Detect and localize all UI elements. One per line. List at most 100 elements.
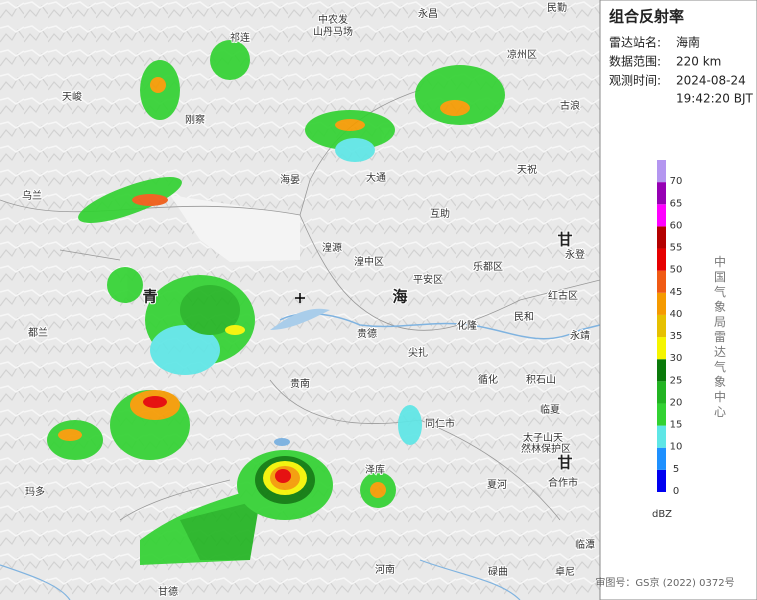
- row-value: 海南: [676, 35, 700, 50]
- color-segment: [657, 248, 666, 271]
- color-segment: [657, 182, 666, 205]
- place-label: 海晏: [280, 173, 300, 186]
- province-label: 海: [392, 288, 407, 306]
- tick-label: 5: [673, 464, 679, 475]
- place-label: 化隆: [457, 319, 477, 332]
- tick-label: 15: [670, 420, 683, 431]
- river: [0, 559, 521, 600]
- color-segment: [657, 204, 666, 227]
- reservoir: [270, 308, 330, 330]
- color-segment: [657, 359, 666, 382]
- place-label: 乐都区: [473, 261, 503, 273]
- place-label: 永登: [565, 248, 585, 261]
- lake-area: [170, 195, 300, 262]
- place-label: 民勤: [547, 1, 567, 14]
- panel-bg: [599, 0, 757, 600]
- lake: [274, 438, 290, 446]
- radar-echo: [47, 40, 505, 565]
- unit: dBZ: [652, 509, 672, 520]
- color-segment: [657, 447, 666, 470]
- tick-label: 0: [673, 486, 679, 497]
- panel-title: 组合反射率: [609, 8, 684, 26]
- tick-label: 35: [670, 331, 683, 342]
- place-label: 同仁市: [425, 417, 455, 430]
- place-label: 尖扎: [408, 346, 428, 359]
- tick-label: 30: [670, 353, 683, 364]
- place-label: 夏河: [487, 479, 507, 491]
- footer: 审图号：GS京 (2022) 0372号: [595, 576, 734, 589]
- place-label: 临夏: [540, 403, 560, 416]
- place-label: 大通: [366, 171, 386, 184]
- place-label: 刚察: [185, 113, 205, 126]
- place-label: 凉州区: [507, 48, 537, 61]
- colorbar: 0 5 10 15 20 25 30 35 40 45 50 55 60 65 70: [657, 160, 682, 497]
- tick-label: 40: [670, 309, 683, 320]
- tick-label: 60: [670, 220, 683, 231]
- place-label: 河南: [375, 563, 395, 576]
- color-segment: [657, 337, 666, 360]
- place-label: 湟源: [322, 241, 342, 254]
- place-label: 红古区: [548, 289, 578, 302]
- place-label: 太子山天: [523, 431, 563, 444]
- place-label: 都兰: [28, 326, 48, 339]
- place-label: 祁连: [230, 31, 250, 44]
- org-label: 中国气象局雷达气象中心: [714, 254, 726, 419]
- color-segment: [657, 314, 666, 338]
- tick-label: 20: [670, 397, 683, 408]
- place-label: 中农发: [318, 13, 348, 26]
- color-segment: [657, 381, 666, 404]
- place-label: 玛多: [25, 485, 45, 498]
- place-label: 积石山: [526, 374, 556, 386]
- place-label: 贵德: [357, 327, 377, 340]
- place-label: 然林保护区: [521, 442, 571, 455]
- row-label: 雷达站名:: [609, 35, 661, 50]
- place-label: 平安区: [413, 273, 443, 286]
- place-label: 贵南: [290, 377, 310, 390]
- row-value: 2024-08-24: [676, 74, 746, 88]
- info-panel: 组合反射率 雷达站名: 海南 数据范围: 220 km 观测时间: 2024-0…: [595, 0, 757, 600]
- color-segment: [657, 270, 666, 293]
- color-segment: [657, 425, 666, 448]
- place-label: 永昌: [418, 7, 438, 20]
- place-label: 山丹马场: [313, 25, 353, 38]
- tick-label: 70: [670, 176, 683, 187]
- place-label: 互助: [430, 207, 450, 220]
- place-label: 碌曲: [488, 566, 508, 578]
- place-label: 古浪: [560, 99, 580, 112]
- tick-label: 50: [670, 265, 683, 276]
- color-segment: [657, 226, 666, 249]
- radar-site: [295, 293, 305, 303]
- place-label: 卓尼: [555, 566, 575, 578]
- color-segment: [657, 292, 666, 315]
- place-label: 泽库: [365, 463, 385, 476]
- place-label: 合作市: [548, 476, 578, 489]
- place-label: 民和: [514, 311, 534, 323]
- row-label: 数据范围:: [609, 54, 661, 69]
- row-value: 220 km: [676, 55, 721, 69]
- place-label: 乌兰: [22, 189, 42, 202]
- place-label: 天祝: [517, 163, 537, 176]
- province-label: 青: [142, 288, 157, 306]
- place-label: 永靖: [570, 329, 590, 342]
- tick-label: 25: [670, 375, 683, 386]
- row-label: 观测时间:: [609, 74, 661, 88]
- tick-label: 65: [670, 198, 683, 209]
- color-segment: [657, 403, 666, 426]
- row-value: 19:42:20 BJT: [676, 92, 753, 106]
- place-label: 甘德: [158, 585, 178, 598]
- river: [279, 312, 601, 340]
- color-segment: [657, 469, 666, 492]
- tick-label: 45: [670, 287, 683, 298]
- place-label: 循化: [478, 373, 498, 386]
- color-segment: [657, 160, 666, 183]
- place-label: 临潭: [575, 538, 595, 551]
- tick-label: 55: [670, 243, 683, 254]
- province-label: 甘: [557, 454, 572, 472]
- place-label: 天峻: [62, 90, 82, 103]
- province-label: 甘: [557, 231, 572, 249]
- tick-label: 10: [670, 442, 683, 453]
- place-label: 湟中区: [354, 255, 384, 268]
